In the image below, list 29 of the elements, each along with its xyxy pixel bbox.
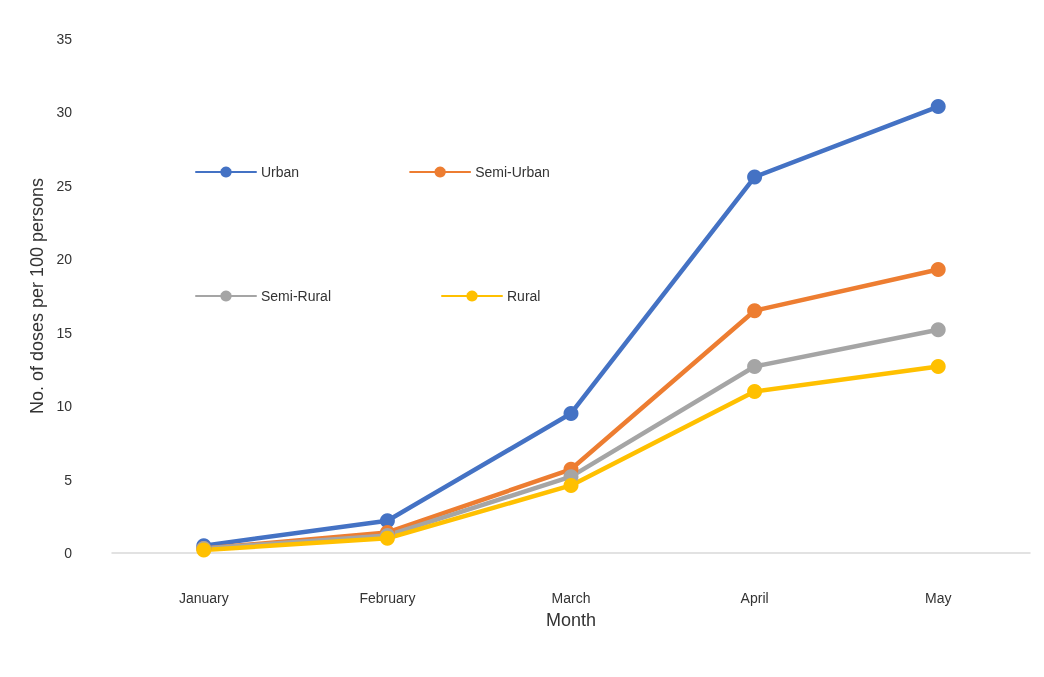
y-tick-label: 35 bbox=[56, 31, 73, 47]
point bbox=[930, 358, 946, 374]
y-tick-label: 0 bbox=[64, 545, 73, 561]
point bbox=[563, 477, 579, 493]
legend-label: Rural bbox=[507, 288, 541, 304]
point bbox=[747, 358, 763, 374]
point bbox=[747, 383, 763, 399]
point bbox=[930, 322, 946, 338]
x-tick-label: May bbox=[924, 590, 952, 606]
legend-label: Semi-Urban bbox=[475, 164, 550, 180]
y-tick-label: 15 bbox=[56, 324, 73, 341]
y-tick-label: 25 bbox=[56, 177, 73, 194]
y-tick-label: 10 bbox=[56, 398, 73, 415]
point bbox=[930, 262, 946, 278]
point bbox=[747, 169, 763, 185]
y-tick-label: 30 bbox=[56, 104, 73, 121]
x-tick-label: February bbox=[359, 590, 416, 606]
y-tick-label: 20 bbox=[56, 251, 73, 268]
point bbox=[930, 99, 946, 115]
legend-label: Semi-Rural bbox=[261, 288, 332, 304]
x-axis-title: Month bbox=[545, 610, 597, 630]
point bbox=[563, 405, 579, 421]
x-tick-label: January bbox=[178, 590, 229, 606]
point bbox=[747, 303, 763, 319]
legend-label: Urban bbox=[261, 164, 300, 180]
y-axis-title: No. of doses per 100 persons bbox=[26, 177, 47, 415]
y-tick-label: 5 bbox=[64, 471, 73, 488]
x-tick-label: March bbox=[551, 590, 591, 606]
x-tick-label: April bbox=[740, 590, 769, 606]
